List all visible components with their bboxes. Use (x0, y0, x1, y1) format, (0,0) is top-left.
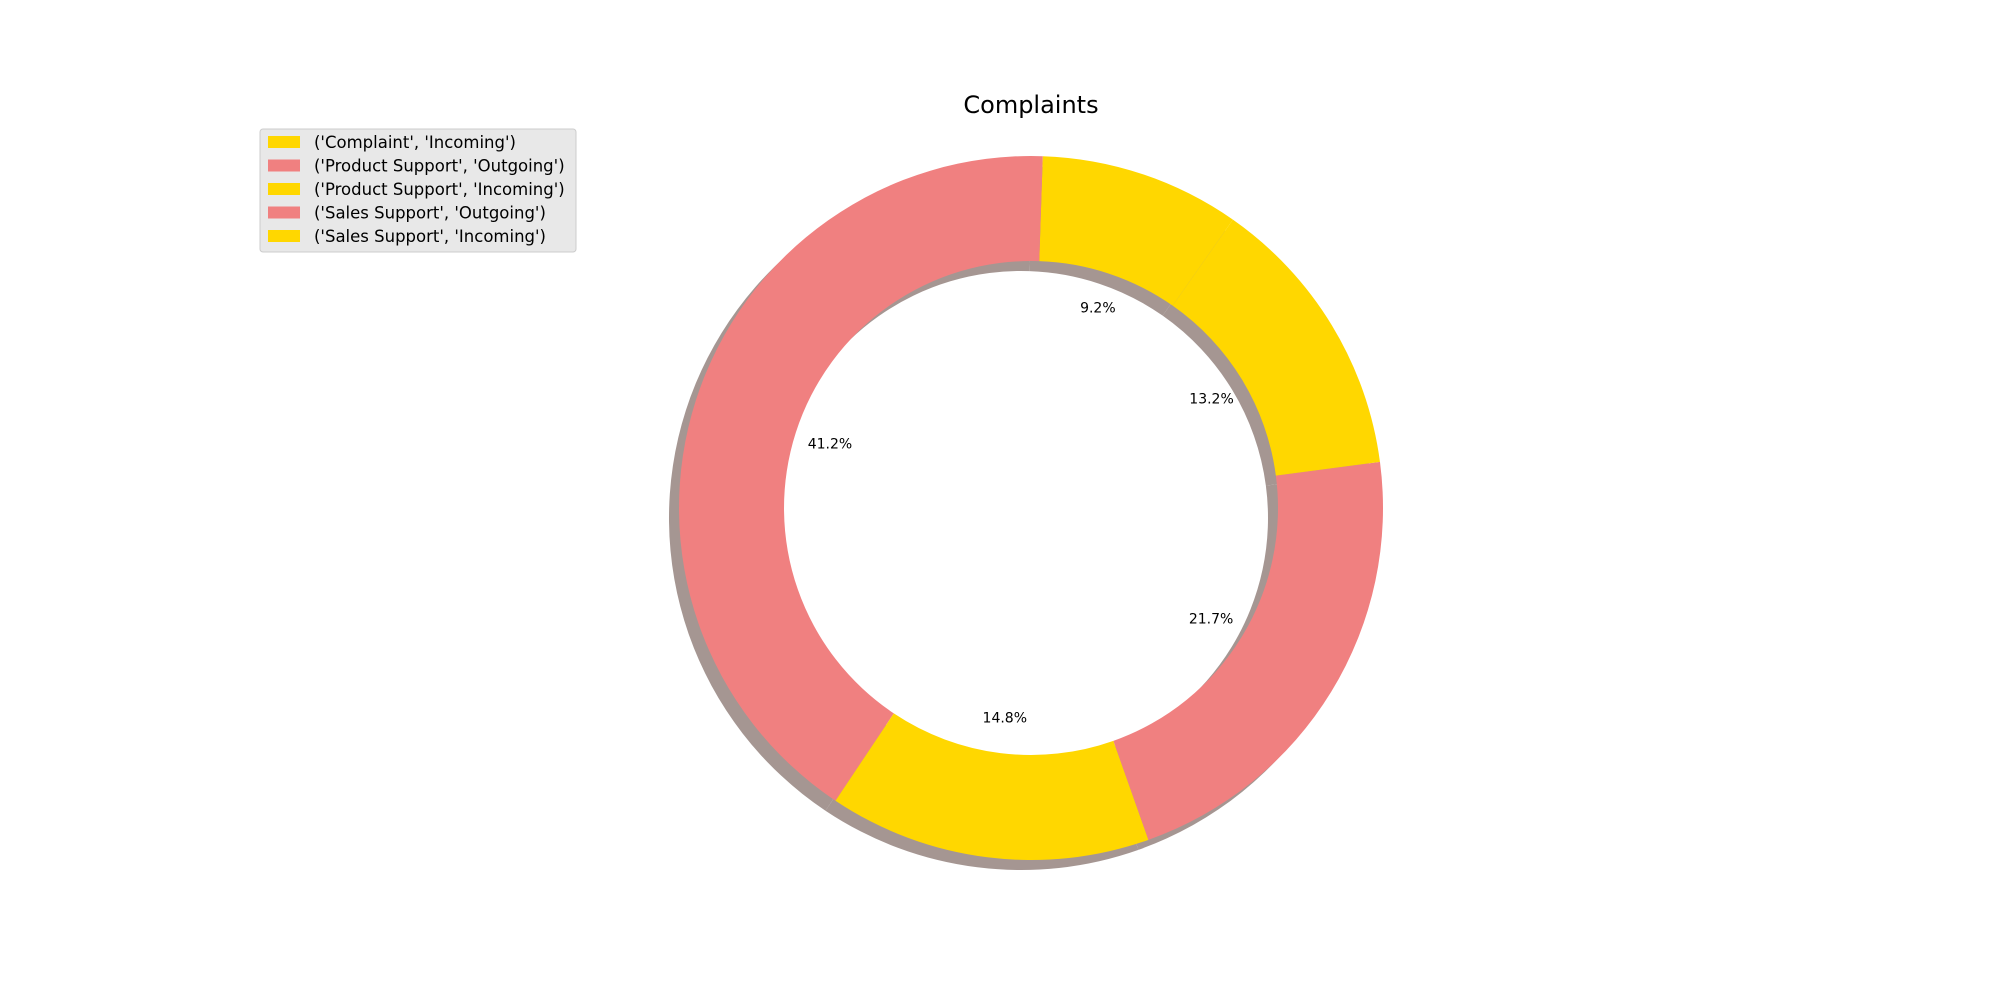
legend-label: ('Product Support', 'Outgoing') (314, 157, 565, 176)
pct-label-product-support-incoming: 14.8% (983, 711, 1027, 727)
wedge-sales-support-outgoing (1113, 461, 1384, 840)
wedge-sales-support-incoming (1172, 219, 1380, 476)
pct-label-sales-support-outgoing: 21.7% (1189, 611, 1233, 627)
legend-label: ('Sales Support', 'Outgoing') (314, 204, 546, 223)
chart-title: Complaints (963, 91, 1098, 119)
legend-item-complaint-incoming: ('Complaint', 'Incoming') (268, 133, 516, 152)
legend-swatch (268, 206, 300, 219)
pct-label-complaint-incoming: 9.2% (1080, 301, 1116, 317)
legend-label: ('Product Support', 'Incoming') (314, 180, 565, 199)
legend-label: ('Sales Support', 'Incoming') (314, 227, 546, 246)
legend-swatch (268, 159, 300, 172)
pct-label-sales-support-incoming: 13.2% (1189, 391, 1233, 407)
wedge-product-support-outgoing (678, 156, 1043, 801)
wedge-product-support-incoming (835, 713, 1149, 861)
legend-item-product-support-outgoing: ('Product Support', 'Outgoing') (268, 157, 565, 176)
legend-item-product-support-incoming: ('Product Support', 'Incoming') (268, 180, 565, 199)
legend-swatch (268, 136, 300, 148)
legend-swatch (268, 183, 300, 195)
legend-swatch (268, 230, 300, 242)
legend-item-sales-support-incoming: ('Sales Support', 'Incoming') (268, 227, 546, 246)
percentage-labels: 9.2% 41.2% 14.8% 21.7% 13.2% (808, 301, 1234, 727)
pct-label-product-support-outgoing: 41.2% (808, 436, 852, 452)
wedge-complaint-incoming (1039, 156, 1233, 306)
legend-label: ('Complaint', 'Incoming') (314, 133, 516, 152)
donut-wedges (678, 156, 1384, 861)
legend: ('Complaint', 'Incoming') ('Product Suppo… (259, 128, 577, 253)
legend-item-sales-support-outgoing: ('Sales Support', 'Outgoing') (268, 204, 546, 223)
legend-frame (259, 128, 577, 253)
